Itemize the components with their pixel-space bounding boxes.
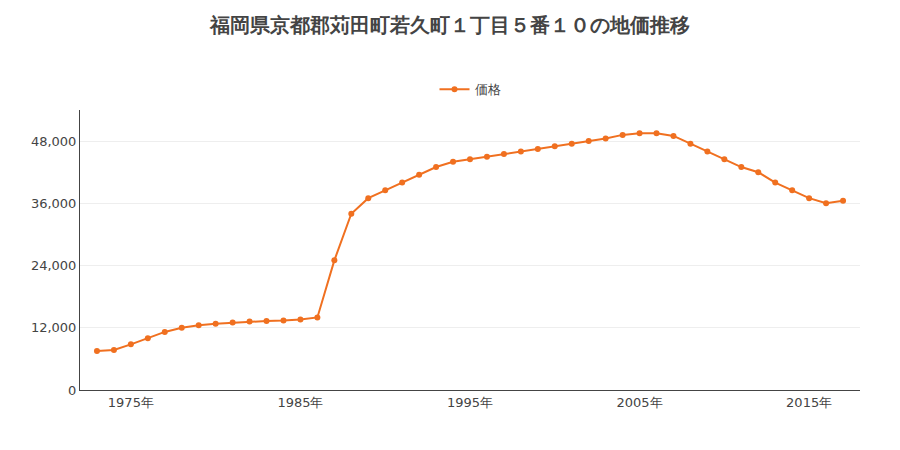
svg-text:1975年: 1975年 — [108, 395, 154, 410]
svg-text:福岡県京都郡苅田町若久町１丁目５番１０の地価推移: 福岡県京都郡苅田町若久町１丁目５番１０の地価推移 — [209, 13, 690, 37]
svg-text:価格: 価格 — [475, 82, 501, 97]
svg-text:12,000: 12,000 — [31, 320, 77, 335]
svg-text:2015年: 2015年 — [786, 395, 832, 410]
svg-text:1985年: 1985年 — [277, 395, 323, 410]
svg-text:0: 0 — [68, 383, 76, 398]
svg-text:36,000: 36,000 — [31, 196, 77, 211]
svg-text:2005年: 2005年 — [617, 395, 663, 410]
svg-text:48,000: 48,000 — [31, 134, 77, 149]
svg-text:1995年: 1995年 — [447, 395, 493, 410]
svg-text:24,000: 24,000 — [31, 258, 77, 273]
